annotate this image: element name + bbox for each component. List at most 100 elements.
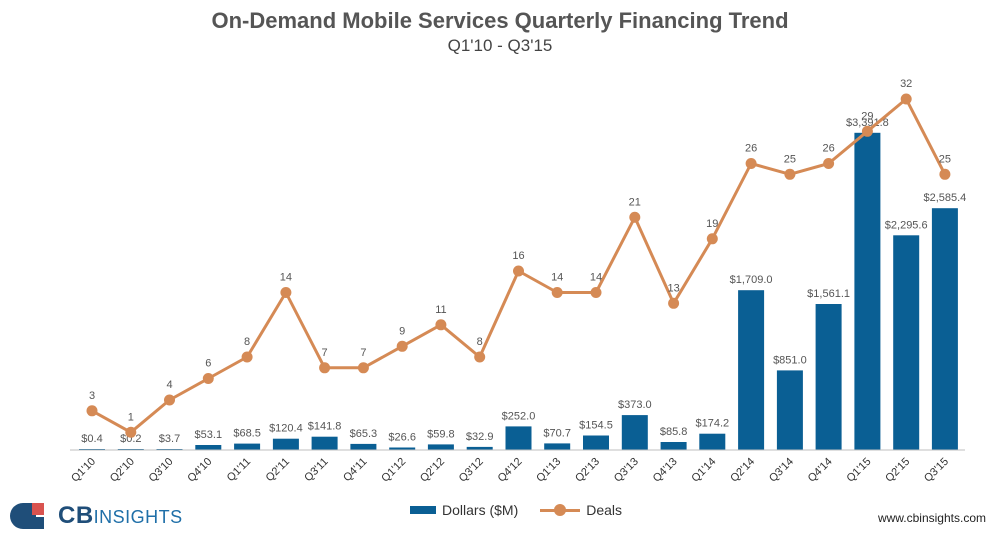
bar-value-label: $32.9 (466, 431, 494, 443)
deals-value-label: 4 (166, 379, 172, 391)
x-tick-label: Q3'14 (767, 456, 796, 485)
x-tick-label: Q1'11 (225, 456, 253, 484)
x-tick-label: Q3'12 (457, 456, 486, 485)
bar-dollars (815, 304, 842, 450)
bar-dollars (738, 290, 765, 450)
deals-point (280, 287, 292, 298)
x-tick-label: Q1'12 (379, 456, 408, 485)
bars-layer (79, 132, 958, 451)
x-tick-label: Q1'10 (69, 456, 98, 485)
deals-point (396, 340, 408, 352)
bar-dollars (427, 444, 454, 450)
bar-value-label: $154.5 (579, 420, 613, 432)
deals-value-label: 26 (745, 143, 757, 155)
x-tick-label: Q4'14 (806, 456, 835, 485)
bar-labels-layer: $0.4 $0.2 $3.7 $53.1 $68.5 $120.4 $141.8 $65.3 $… (81, 117, 966, 445)
x-tick-label: Q1'15 (845, 456, 874, 485)
x-tick-label: Q3'13 (612, 456, 641, 485)
chart-title: On-Demand Mobile Services Quarterly Fina… (211, 8, 789, 33)
deals-value-label: 13 (667, 282, 679, 294)
deals-point (164, 394, 175, 406)
deals-point (202, 373, 214, 384)
deals-point (823, 158, 835, 169)
deals-value-label: 14 (551, 272, 563, 284)
x-tick-label: Q1'14 (689, 456, 718, 485)
bar-dollars (350, 443, 377, 450)
x-tick-label: Q4'13 (651, 456, 680, 485)
bar-value-label: $174.2 (695, 418, 729, 430)
cb-logo-icon (10, 501, 54, 531)
deals-point (241, 351, 253, 363)
x-tick-label: Q4'11 (341, 456, 369, 484)
deals-point (474, 351, 486, 363)
deals-value-label: 16 (512, 250, 524, 262)
deals-value-label: 25 (939, 153, 951, 165)
bar-value-label: $1,561.1 (807, 288, 850, 300)
x-tick-label: Q4'12 (496, 456, 525, 485)
x-tick-label: Q3'10 (147, 456, 176, 485)
bar-dollars (854, 132, 881, 451)
x-tick-label: Q2'13 (573, 456, 602, 485)
bar-value-label: $851.0 (773, 354, 807, 366)
x-tick-label: Q4'10 (185, 456, 214, 485)
x-tick-label: Q3'15 (922, 456, 951, 485)
deals-point (513, 265, 524, 277)
bar-value-label: $120.4 (269, 423, 303, 435)
deals-point (551, 287, 563, 298)
deals-point (86, 405, 98, 417)
bar-dollars (893, 235, 920, 450)
bar-value-label: $85.8 (660, 426, 688, 438)
bar-value-label: $53.1 (195, 429, 223, 441)
deals-value-label: 29 (861, 110, 873, 122)
x-tick-label: Q2'12 (418, 456, 447, 485)
deals-value-label: 8 (477, 336, 483, 348)
deals-value-label: 14 (280, 272, 292, 284)
x-tick-label: Q2'11 (264, 456, 292, 484)
bar-value-label: $1,709.0 (730, 274, 773, 286)
bar-value-label: $373.0 (618, 399, 652, 411)
deals-value-label: 25 (784, 153, 796, 165)
logo-text-bold: CB (58, 502, 94, 529)
deals-point (745, 158, 757, 169)
deals-point (319, 362, 331, 374)
deals-point (629, 211, 641, 223)
legend-label-deals: Deals (586, 502, 623, 518)
bar-dollars (583, 435, 609, 450)
bar-value-label: $3,391.8 (846, 117, 889, 129)
deals-value-label: 11 (435, 304, 446, 316)
deals-value-label: 7 (360, 347, 366, 359)
bar-dollars (544, 443, 571, 450)
deals-point (435, 319, 447, 331)
bar-dollars (311, 436, 338, 450)
deals-value-label: 9 (399, 325, 405, 337)
deals-value-label: 3 (89, 390, 95, 402)
bar-value-label: $2,585.4 (923, 192, 966, 204)
bar-dollars (776, 370, 803, 450)
deals-value-label: 26 (822, 143, 834, 155)
bar-dollars (931, 208, 958, 450)
deals-point (357, 362, 369, 374)
deals-point (706, 233, 718, 245)
x-tick-label: Q2'14 (728, 456, 757, 485)
deals-value-label: 21 (629, 196, 641, 208)
logo-text-thin: INSIGHTS (93, 507, 183, 527)
deals-value-label: 8 (244, 336, 250, 348)
deals-point (590, 287, 602, 298)
deals-point (125, 426, 137, 438)
bar-value-label: $0.4 (81, 433, 102, 445)
bar-value-label: $26.6 (388, 432, 416, 444)
bar-dollars (699, 433, 726, 450)
bar-dollars (272, 438, 299, 450)
deals-point (784, 168, 796, 180)
deals-value-label: 6 (205, 358, 211, 370)
x-tick-label: Q2'10 (108, 456, 137, 485)
bar-dollars (505, 426, 532, 450)
bar-value-label: $65.3 (350, 428, 378, 440)
deals-value-label: 32 (900, 78, 912, 90)
deals-value-label: 14 (590, 272, 602, 284)
bar-dollars (621, 415, 648, 450)
bar-value-label: $70.7 (543, 427, 571, 439)
bar-dollars (660, 442, 687, 450)
legend-swatch-dollars (410, 506, 436, 514)
